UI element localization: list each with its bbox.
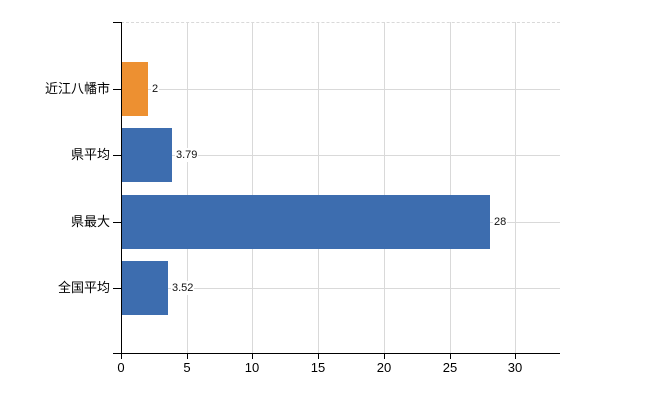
vertical-gridline xyxy=(450,22,451,353)
x-tick-label: 30 xyxy=(507,360,523,375)
x-tick-label: 15 xyxy=(310,360,326,375)
x-tick-label: 10 xyxy=(244,360,260,375)
vertical-gridline xyxy=(318,22,319,353)
vertical-gridline xyxy=(515,22,516,353)
x-axis-tick xyxy=(515,354,516,359)
x-axis-tick xyxy=(252,354,253,359)
horizontal-gridline xyxy=(122,155,560,156)
x-tick-label: 25 xyxy=(442,360,458,375)
x-axis-line xyxy=(113,353,560,354)
category-tick xyxy=(113,288,121,289)
plot-top-border xyxy=(121,22,560,23)
x-tick-label: 0 xyxy=(117,360,125,375)
vertical-gridline xyxy=(187,22,188,353)
category-tick xyxy=(113,222,121,223)
vertical-gridline xyxy=(252,22,253,353)
x-tick-label: 5 xyxy=(183,360,191,375)
vertical-gridline xyxy=(384,22,385,353)
x-axis-tick xyxy=(384,354,385,359)
value-label: 3.79 xyxy=(175,148,199,162)
x-axis-tick xyxy=(121,354,122,359)
y-axis-line xyxy=(121,22,122,353)
bar-県最大 xyxy=(122,195,490,249)
bar-県平均 xyxy=(122,128,172,182)
x-axis-tick xyxy=(450,354,451,359)
x-axis-tick xyxy=(318,354,319,359)
value-label: 28 xyxy=(493,215,508,229)
category-tick xyxy=(113,155,121,156)
category-label: 県最大 xyxy=(70,214,110,229)
value-label: 2 xyxy=(151,82,160,96)
bar-全国平均 xyxy=(122,261,168,315)
y-axis-end-tick xyxy=(113,22,121,23)
category-tick xyxy=(113,89,121,90)
x-axis-tick xyxy=(187,354,188,359)
x-tick-label: 20 xyxy=(376,360,392,375)
category-label: 県平均 xyxy=(70,147,110,162)
category-label: 近江八幡市 xyxy=(44,81,110,96)
category-label: 全国平均 xyxy=(57,280,110,295)
horizontal-gridline xyxy=(122,288,560,289)
bar-近江八幡市 xyxy=(122,62,148,116)
value-label: 3.52 xyxy=(171,281,195,295)
horizontal-gridline xyxy=(122,89,560,90)
